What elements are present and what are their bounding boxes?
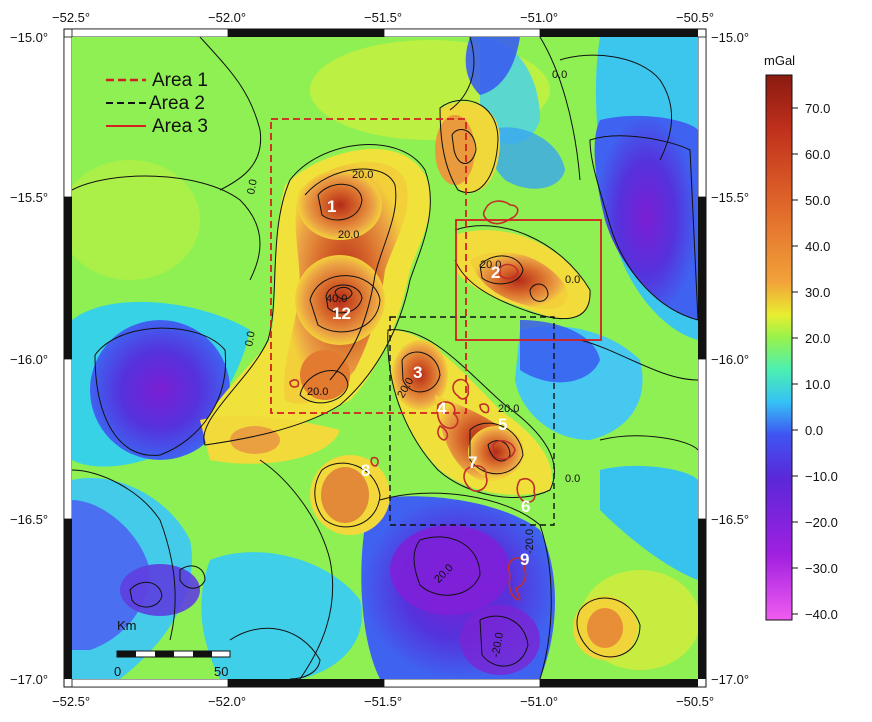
x-tick-top: −52.0° [208, 10, 246, 25]
scale-bar-title: Km [117, 618, 137, 633]
contour-label: 0.0 [245, 178, 259, 195]
area-2-box [389, 316, 555, 526]
area-1-box [270, 118, 467, 414]
y-tick-right: −15.0° [711, 30, 749, 45]
y-tick-left: −16.0° [10, 352, 48, 367]
region-label-8: 8 [361, 461, 370, 480]
y-tick-right: −16.5° [711, 512, 749, 527]
region-label-1: 1 [327, 197, 336, 216]
colorbar-tick-label: 0.0 [805, 423, 823, 438]
area-3-label: Area 3 [152, 116, 208, 137]
x-tick-bottom: −52.0° [208, 694, 246, 709]
contour-label: -20.0 [524, 529, 536, 554]
y-tick-left: −15.0° [10, 30, 48, 45]
contour-label: -20.0 [490, 632, 506, 659]
colorbar-tick-label: −10.0 [805, 469, 838, 484]
region-label-12: 12 [332, 304, 351, 323]
y-tick-left: −17.0° [10, 672, 48, 687]
y-tick-left: −16.5° [10, 512, 48, 527]
y-tick-right: −16.0° [711, 352, 749, 367]
contour-label: 40.0 [326, 293, 347, 305]
colorbar-tick-label: −40.0 [805, 607, 838, 622]
colorbar-tick-label: 40.0 [805, 239, 830, 254]
colorbar-tick-label: 30.0 [805, 285, 830, 300]
contour-label: 0.0 [552, 69, 567, 81]
colorbar-tick-label: −30.0 [805, 561, 838, 576]
region-label-9: 9 [520, 550, 529, 569]
scale-bar-end: 50 [214, 664, 228, 679]
x-tick-top: −51.5° [364, 10, 402, 25]
x-tick-bottom: −51.5° [364, 694, 402, 709]
x-tick-top: −51.0° [520, 10, 558, 25]
colorbar-tick-label: 50.0 [805, 193, 830, 208]
colorbar-tick-label: 20.0 [805, 331, 830, 346]
x-tick-bottom: −51.0° [520, 694, 558, 709]
x-axis-bottom: −52.5° −52.0° −51.5° −51.0° −50.5° [52, 694, 714, 709]
region-label-3: 3 [413, 363, 422, 382]
region-label-4: 4 [437, 399, 447, 418]
colorbar-ramp [765, 74, 793, 621]
area-1-label: Area 1 [152, 70, 208, 91]
colorbar-tick-label: −20.0 [805, 515, 838, 530]
contour-label-group: 0.0 20.0 20.0 40.0 20.0 20.0 0.0 0.0 20.… [243, 69, 580, 658]
x-tick-top: −50.5° [676, 10, 714, 25]
y-axis-right: −15.0° −15.5° −16.0° −16.5° −17.0° [711, 30, 749, 687]
colorbar-tick-label: 10.0 [805, 377, 830, 392]
region-label-7: 7 [468, 453, 477, 472]
contour-label: 20.0 [338, 229, 359, 241]
colorbar: mGal 70.0 60.0 50.0 40.0 30.0 20.0 10.0 0.0 −10.… [764, 53, 838, 622]
contour-label: 0.0 [243, 330, 257, 347]
y-axis-left: −15.0° −15.5° −16.0° −16.5° −17.0° [10, 30, 48, 687]
contour-label: 20.0 [498, 403, 519, 415]
x-tick-bottom: −50.5° [676, 694, 714, 709]
area-2-label: Area 2 [149, 93, 205, 114]
region-label-2: 2 [491, 263, 500, 282]
x-tick-top: −52.5° [52, 10, 90, 25]
outcrop-outlines [289, 200, 536, 601]
y-tick-left: −15.5° [10, 190, 48, 205]
contour-label: 0.0 [565, 473, 580, 485]
contour-lines [72, 37, 698, 679]
y-tick-right: −17.0° [711, 672, 749, 687]
x-axis-top: −52.5° −52.0° −51.5° −51.0° −50.5° [52, 10, 714, 25]
study-areas [270, 118, 602, 526]
contour-label: 0.0 [565, 274, 580, 286]
x-tick-bottom: −52.5° [52, 694, 90, 709]
colorbar-ticks: 70.0 60.0 50.0 40.0 30.0 20.0 10.0 0.0 −10.0 −20.… [792, 101, 838, 622]
colorbar-tick-label: 70.0 [805, 101, 830, 116]
contour-label: 20.0 [352, 169, 373, 181]
region-label-6: 6 [521, 497, 530, 516]
area-3-box [455, 219, 602, 341]
contour-label: 20.0 [307, 386, 328, 398]
anomaly-field [72, 37, 698, 679]
scale-bar: Km 0 50 [114, 618, 231, 679]
area-legend: Area 1 Area 2 Area 3 [106, 70, 208, 137]
scale-bar-start: 0 [114, 664, 121, 679]
region-labels: 1 12 2 3 4 5 7 6 8 9 [327, 197, 530, 569]
colorbar-unit: mGal [764, 53, 795, 68]
region-label-5: 5 [498, 415, 507, 434]
colorbar-tick-label: 60.0 [805, 147, 830, 162]
contour-label: 20.0 [480, 259, 501, 271]
y-tick-right: −15.5° [711, 190, 749, 205]
